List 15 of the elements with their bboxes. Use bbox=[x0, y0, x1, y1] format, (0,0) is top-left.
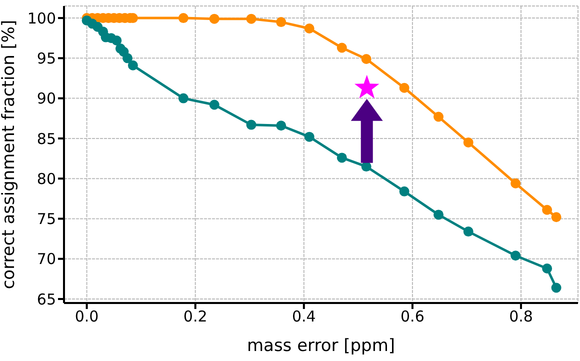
x-tick-label: 0.2 bbox=[183, 308, 208, 326]
y-axis-title: correct assignment fraction [%] bbox=[0, 20, 20, 290]
x-tick-label: 0.6 bbox=[400, 308, 424, 326]
y-tick-label: 85 bbox=[36, 130, 56, 148]
y-tick-label: 65 bbox=[36, 290, 56, 308]
x-tick-label: 0.8 bbox=[509, 308, 533, 326]
y-tick-label: 70 bbox=[36, 250, 56, 268]
y-tick-label: 75 bbox=[36, 210, 56, 228]
x-tick-label: 0.0 bbox=[74, 308, 99, 326]
x-axis-title: mass error [ppm] bbox=[246, 336, 396, 356]
y-tick-label: 80 bbox=[36, 170, 56, 188]
y-tick-label: 100 bbox=[27, 9, 56, 28]
y-tick-label: 95 bbox=[36, 50, 56, 68]
x-tick-label: 0.4 bbox=[292, 308, 316, 326]
y-tick-label: 90 bbox=[36, 90, 56, 108]
